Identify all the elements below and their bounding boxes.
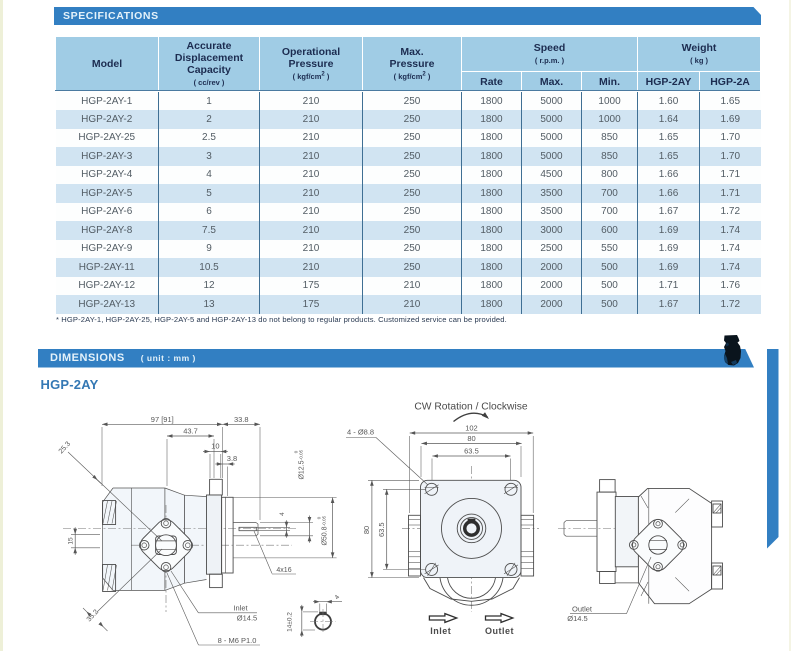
svg-text:63.5: 63.5 <box>464 447 479 456</box>
svg-text:80: 80 <box>362 526 371 534</box>
svg-text:4x16: 4x16 <box>276 567 291 574</box>
svg-text:4 - Ø8.8: 4 - Ø8.8 <box>347 428 374 437</box>
svg-text:-0.05: -0.05 <box>299 449 304 460</box>
svg-text:Inlet: Inlet <box>430 626 451 636</box>
svg-text:Ø14.5: Ø14.5 <box>567 614 587 623</box>
svg-text:15: 15 <box>68 537 75 545</box>
svg-text:4: 4 <box>279 512 286 516</box>
svg-text:CW Rotation / Clockwise: CW Rotation / Clockwise <box>414 402 528 413</box>
svg-text:0: 0 <box>317 516 322 519</box>
svg-text:33.8: 33.8 <box>234 415 249 424</box>
svg-text:4: 4 <box>334 594 342 602</box>
svg-text:97 [91]: 97 [91] <box>151 415 174 424</box>
svg-text:Ø14.5: Ø14.5 <box>237 614 257 623</box>
svg-text:3.8: 3.8 <box>227 454 237 463</box>
svg-text:8 - M6 P1.0: 8 - M6 P1.0 <box>218 636 257 645</box>
svg-text:63.5: 63.5 <box>377 522 386 537</box>
svg-text:102: 102 <box>465 424 478 433</box>
svg-text:-0.05: -0.05 <box>322 515 327 526</box>
svg-text:25.3: 25.3 <box>58 441 72 456</box>
svg-text:Inlet: Inlet <box>233 604 248 613</box>
svg-text:10: 10 <box>211 442 219 451</box>
svg-text:0: 0 <box>294 450 299 453</box>
svg-text:80: 80 <box>467 434 475 443</box>
svg-text:Ø12.5: Ø12.5 <box>299 460 306 479</box>
svg-text:43.7: 43.7 <box>183 427 198 436</box>
svg-text:Outlet: Outlet <box>485 626 514 636</box>
svg-text:Outlet: Outlet <box>572 605 593 614</box>
svg-text:14±0.2: 14±0.2 <box>287 612 294 632</box>
svg-text:Ø50.8: Ø50.8 <box>322 526 329 545</box>
